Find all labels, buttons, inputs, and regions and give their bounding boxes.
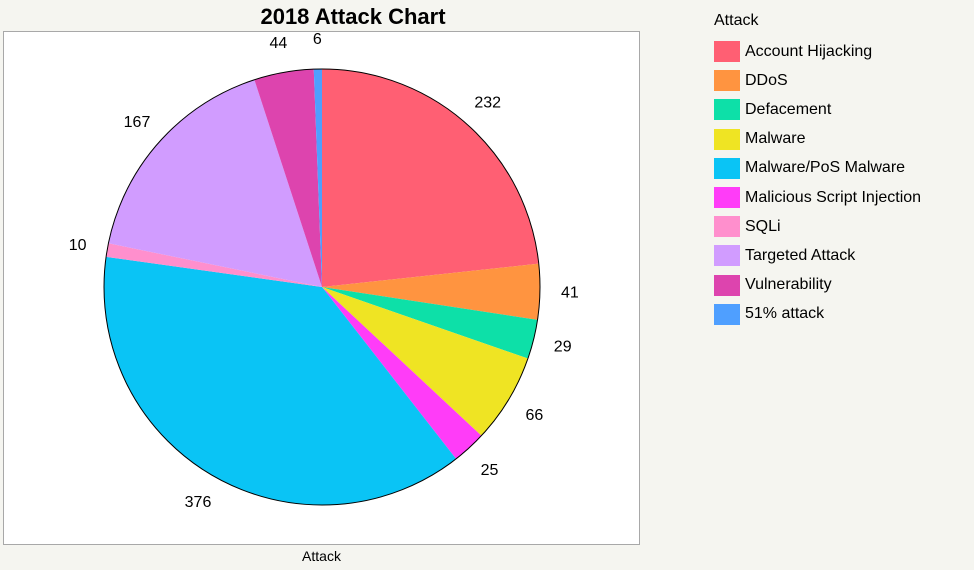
chart-title: 2018 Attack Chart (260, 4, 446, 29)
legend-label: Malware (745, 130, 806, 148)
legend-swatch (714, 187, 740, 209)
legend-item-51-attack[interactable]: 51% attack (714, 300, 969, 329)
legend-item-malware-pos-malware[interactable]: Malware/PoS Malware (714, 154, 969, 183)
legend-swatch (714, 41, 740, 63)
pie-slice-51-attack[interactable] (313, 69, 322, 287)
slice-value-label-malware: 66 (526, 407, 544, 424)
slice-value-label-targeted-attack: 167 (124, 114, 151, 131)
slice-value-label-malware-pos-malware: 376 (185, 494, 212, 511)
legend-item-account-hijacking[interactable]: Account Hijacking (714, 37, 969, 66)
legend-item-malicious-script-injection[interactable]: Malicious Script Injection (714, 183, 969, 212)
legend-title: Attack (714, 12, 759, 29)
legend-item-malware[interactable]: Malware (714, 125, 969, 154)
slice-labels: 232 41 29 66 25 376 10 167 44 6 (69, 32, 579, 511)
slice-value-label-account-hijacking: 232 (474, 95, 501, 112)
plot-area: 232 41 29 66 25 376 10 167 44 6 (3, 31, 640, 545)
legend-label: SQLi (745, 217, 781, 235)
legend-items: Account Hijacking DDoS Defacement Malware Ma… (714, 37, 969, 329)
slice-value-label-51-attack: 6 (313, 32, 322, 48)
legend-item-vulnerability[interactable]: Vulnerability (714, 271, 969, 300)
legend-swatch (714, 128, 740, 150)
legend-swatch (714, 303, 740, 325)
slice-value-label-malicious-script-injection: 25 (481, 462, 499, 479)
pie-chart: 232 41 29 66 25 376 10 167 44 6 (69, 32, 579, 511)
legend-swatch (714, 274, 740, 296)
legend-label: Malicious Script Injection (745, 188, 922, 206)
pie-outline (103, 68, 541, 506)
legend-item-ddos[interactable]: DDoS (714, 66, 969, 95)
legend-item-sqli[interactable]: SQLi (714, 212, 969, 241)
pie-slice-ddos[interactable] (322, 263, 541, 320)
slice-value-label-ddos: 41 (561, 285, 579, 302)
legend-item-defacement[interactable]: Defacement (714, 95, 969, 124)
pie-slice-account-hijacking[interactable] (322, 69, 539, 287)
pie-slice-defacement[interactable] (322, 287, 538, 359)
legend-label: Targeted Attack (745, 246, 856, 264)
pie-slice-malware[interactable] (322, 287, 528, 436)
pie-slice-vulnerability[interactable] (254, 69, 322, 287)
legend-swatch (714, 245, 740, 267)
slice-value-label-defacement: 29 (554, 339, 572, 356)
legend-label: Vulnerability (745, 276, 832, 294)
legend-swatch (714, 70, 740, 92)
legend-label: 51% attack (745, 305, 825, 323)
legend-swatch (714, 99, 740, 121)
legend-item-targeted-attack[interactable]: Targeted Attack (714, 241, 969, 270)
slice-value-label-vulnerability: 44 (270, 35, 288, 52)
legend-label: Defacement (745, 100, 832, 118)
legend-label: Account Hijacking (745, 42, 873, 60)
x-axis-label: Attack (302, 548, 341, 564)
pie-slices (104, 69, 541, 505)
legend: Attack Account Hijacking DDoS Defacement Ma… (714, 12, 969, 329)
slice-value-label-sqli: 10 (69, 237, 87, 254)
pie-slice-malware-pos-malware[interactable] (104, 256, 457, 505)
legend-swatch (714, 157, 740, 179)
pie-slice-sqli[interactable] (106, 243, 322, 287)
legend-label: DDoS (745, 71, 788, 89)
pie-slice-targeted-attack[interactable] (108, 79, 323, 287)
pie-slice-malicious-script-injection[interactable] (322, 287, 482, 459)
legend-label: Malware/PoS Malware (745, 159, 906, 177)
legend-swatch (714, 216, 740, 238)
